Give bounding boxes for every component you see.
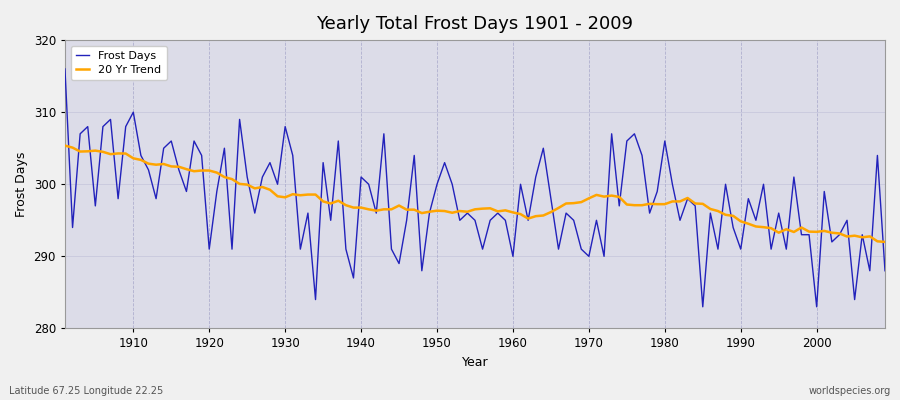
Line: Frost Days: Frost Days: [65, 69, 885, 307]
Frost Days: [333, 139, 344, 144]
20 Yr Trend: [59, 143, 70, 148]
X-axis label: Year: Year: [462, 356, 489, 369]
Text: worldspecies.org: worldspecies.org: [809, 386, 891, 396]
Frost Days: [598, 254, 609, 259]
Text: Latitude 67.25 Longitude 22.25: Latitude 67.25 Longitude 22.25: [9, 386, 163, 396]
20 Yr Trend: [287, 192, 298, 197]
Frost Days: [879, 268, 890, 273]
Frost Days: [508, 254, 518, 259]
20 Yr Trend: [508, 210, 518, 215]
20 Yr Trend: [500, 208, 511, 213]
20 Yr Trend: [598, 194, 609, 199]
Y-axis label: Frost Days: Frost Days: [15, 152, 28, 217]
20 Yr Trend: [879, 240, 890, 244]
Legend: Frost Days, 20 Yr Trend: Frost Days, 20 Yr Trend: [70, 46, 167, 80]
Frost Days: [121, 124, 131, 129]
20 Yr Trend: [121, 151, 131, 156]
Title: Yearly Total Frost Days 1901 - 2009: Yearly Total Frost Days 1901 - 2009: [317, 15, 634, 33]
Frost Days: [287, 153, 298, 158]
Frost Days: [500, 218, 511, 223]
20 Yr Trend: [333, 198, 344, 203]
Line: 20 Yr Trend: 20 Yr Trend: [65, 146, 885, 242]
Frost Days: [59, 66, 70, 71]
Frost Days: [698, 304, 708, 309]
